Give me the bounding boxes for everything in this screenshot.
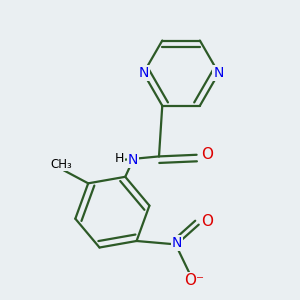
Text: O⁻: O⁻ <box>184 273 204 288</box>
Text: N: N <box>172 236 182 250</box>
Text: N: N <box>138 66 148 80</box>
Text: O: O <box>201 214 213 229</box>
Text: N: N <box>128 153 138 167</box>
Text: O: O <box>201 147 213 162</box>
Text: H: H <box>115 152 124 165</box>
Text: CH₃: CH₃ <box>50 158 72 171</box>
Text: N: N <box>214 66 224 80</box>
